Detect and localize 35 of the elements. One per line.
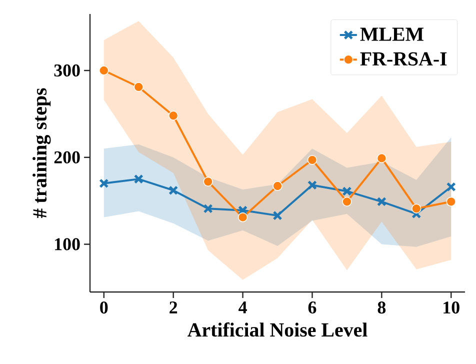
x-tick-label: 0	[100, 302, 108, 314]
point	[307, 155, 318, 165]
x-tick-label: 8	[378, 302, 386, 314]
legend-label: FR-RSA-I	[360, 52, 447, 66]
point	[342, 196, 352, 207]
y-tick-label: 100	[55, 238, 80, 250]
point	[238, 212, 248, 222]
x-tick-label: 10	[444, 302, 460, 314]
point	[203, 176, 213, 187]
point	[99, 66, 109, 76]
point	[272, 210, 282, 220]
x-tick-label: 2	[170, 301, 178, 314]
y-tick-label: 200	[54, 151, 80, 164]
point	[342, 186, 352, 196]
point	[412, 204, 422, 214]
point	[134, 82, 144, 92]
x-tick-label: 6	[308, 301, 316, 314]
legend-label: MLEM	[360, 28, 424, 41]
point	[376, 196, 386, 206]
point	[168, 186, 178, 196]
y-axis-title: # training steps	[32, 88, 51, 218]
point	[376, 153, 387, 164]
x-tick-label: 4	[238, 301, 247, 314]
point	[446, 182, 456, 192]
y-tick-label: 300	[54, 64, 80, 77]
point	[446, 196, 456, 207]
point	[238, 206, 248, 216]
point	[412, 209, 422, 219]
point	[307, 180, 317, 190]
point	[99, 178, 109, 188]
x-axis-title: Artificial Noise Level	[188, 322, 368, 337]
point	[272, 181, 282, 191]
point	[168, 110, 178, 121]
point	[203, 204, 213, 214]
point	[134, 174, 144, 184]
